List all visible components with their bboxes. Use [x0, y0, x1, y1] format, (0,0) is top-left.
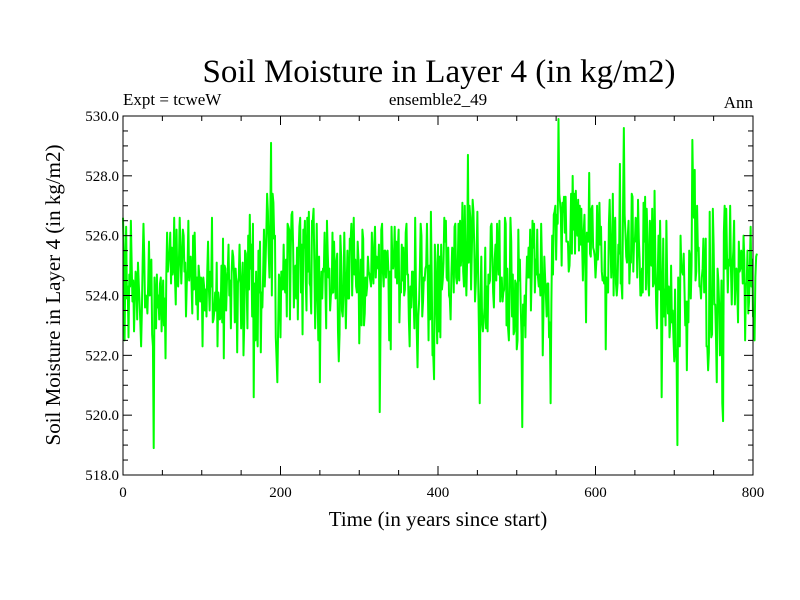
x-tick-label: 600 [584, 485, 607, 501]
y-tick-label: 526.0 [85, 229, 119, 245]
y-tick-label: 524.0 [85, 289, 119, 305]
chart-title: Soil Moisture in Layer 4 (in kg/m2) [203, 54, 676, 90]
series-line-0 [122, 117, 758, 450]
y-tick-label: 528.0 [85, 169, 119, 185]
subtitle-left: Expt = tcweW [123, 90, 222, 109]
y-tick-label: 522.0 [85, 348, 119, 364]
x-tick-label: 200 [269, 485, 292, 501]
x-axis-label: Time (in years since start) [329, 507, 548, 531]
x-tick-label: 800 [742, 485, 765, 501]
x-tick-label: 0 [119, 485, 127, 501]
subtitle-right: Ann [724, 93, 754, 112]
subtitle-center: ensemble2_49 [389, 90, 487, 109]
y-axis-label: Soil Moisture in Layer 4 (in kg/m2) [41, 145, 65, 446]
y-tick-label: 520.0 [85, 408, 119, 424]
y-tick-label: 518.0 [85, 468, 119, 484]
x-tick-label: 400 [427, 485, 450, 501]
y-tick-label: 530.0 [85, 109, 119, 125]
axis-ticks: 0 200 400 600 800 518.0 520.0 522.0 524.0 526.0 52… [85, 109, 764, 501]
plot-frame [122, 115, 754, 476]
series-group [122, 117, 758, 450]
